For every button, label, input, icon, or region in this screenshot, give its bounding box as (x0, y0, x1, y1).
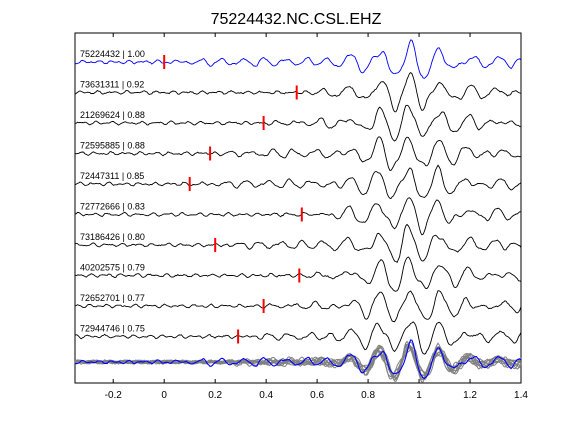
chart-title: 75224432.NC.CSL.EHZ (211, 11, 382, 28)
x-tick-label: 1.4 (514, 390, 528, 401)
x-tick-label: 0.2 (208, 390, 222, 401)
x-axis-ticks: -0.2 0 0.2 0.4 0.6 0.8 1 1.2 1.4 (105, 33, 528, 401)
picks-layer (163, 55, 303, 344)
trace-72944746 (74, 321, 522, 355)
row-label-72944746: 72944746 | 0.75 (80, 324, 145, 334)
stack-trace-reference (74, 339, 522, 380)
trace-72652701 (74, 290, 522, 323)
trace-72595885 (74, 136, 522, 172)
row-label-73631311: 73631311 | 0.92 (80, 80, 144, 90)
trace-72447311 (74, 164, 522, 200)
x-tick-label: 0.4 (259, 390, 273, 401)
x-tick-label: 0 (161, 390, 167, 401)
trace-72772666 (74, 197, 522, 236)
x-tick-label: -0.2 (105, 390, 123, 401)
x-tick-label: 1 (416, 390, 422, 401)
row-label-72447311: 72447311 | 0.85 (80, 171, 144, 181)
traces-layer (74, 39, 522, 383)
row-label-72652701: 72652701 | 0.77 (80, 293, 145, 303)
trace-21269624 (74, 104, 522, 142)
row-label-72772666: 72772666 | 0.83 (80, 202, 145, 212)
row-labels: 75224432 | 1.00 73631311 | 0.92 21269624 |… (80, 49, 145, 334)
trace-75224432 (74, 39, 522, 79)
row-label-75224432: 75224432 | 1.00 (80, 49, 145, 59)
row-label-21269624: 21269624 | 0.88 (80, 110, 145, 120)
row-label-72595885: 72595885 | 0.88 (80, 141, 145, 151)
x-tick-label: 1.2 (463, 390, 477, 401)
row-label-40202575: 40202575 | 0.79 (80, 263, 145, 273)
x-tick-label: 0.6 (310, 390, 324, 401)
trace-73186426 (74, 223, 522, 263)
x-tick-label: 0.8 (361, 390, 375, 401)
row-label-73186426: 73186426 | 0.80 (80, 232, 145, 242)
trace-73631311 (74, 72, 522, 113)
trace-40202575 (74, 256, 522, 292)
